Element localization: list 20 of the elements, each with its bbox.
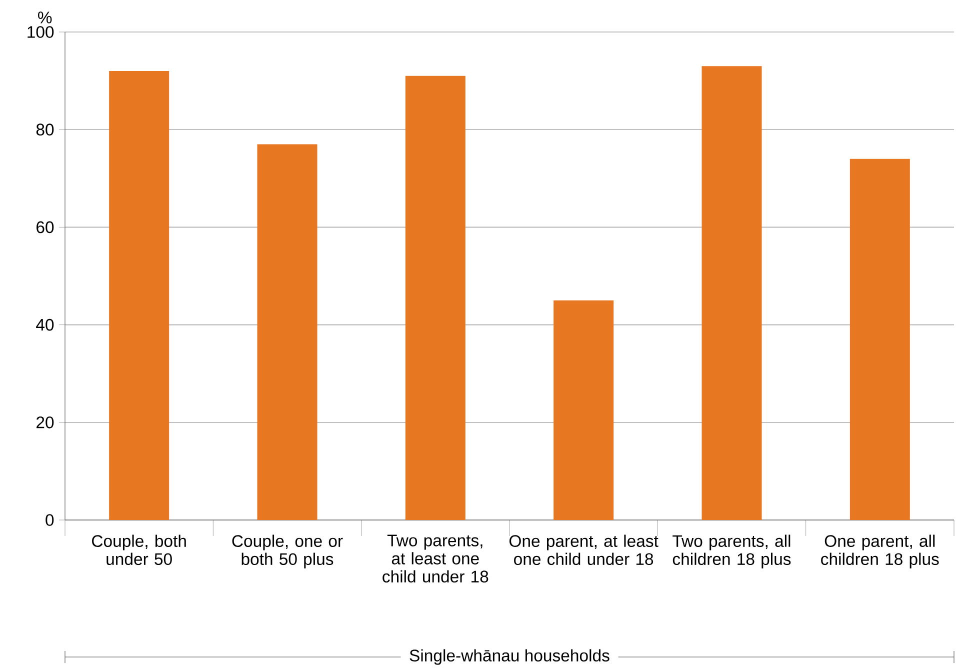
- x-axis-title: Single-whānau households: [410, 649, 610, 665]
- bar: [554, 300, 614, 520]
- x-tick-label: Two parents, all children 18 plus: [672, 534, 791, 568]
- bar: [702, 66, 762, 520]
- bar: [850, 158, 910, 520]
- x-tick-label: One parent, all children 18 plus: [821, 534, 939, 568]
- y-tick-label: 0: [46, 514, 54, 526]
- y-tick-label: 80: [36, 124, 54, 136]
- x-tick-label: Couple, both under 50: [92, 534, 186, 566]
- y-tick-label: 20: [36, 416, 54, 428]
- x-tick-label: Couple, one or both 50 plus: [232, 534, 343, 568]
- y-tick-label: 100: [28, 26, 54, 38]
- x-tick-label: Two parents, at least one child under 18: [382, 534, 488, 583]
- bar: [109, 71, 170, 520]
- y-tick-label: 60: [36, 221, 54, 234]
- y-tick-label: 40: [36, 318, 54, 331]
- bar: [257, 144, 318, 520]
- y-axis-title: %: [38, 12, 52, 24]
- x-tick-label: One parent, at least one child under 18: [509, 534, 658, 566]
- bar: [405, 76, 466, 520]
